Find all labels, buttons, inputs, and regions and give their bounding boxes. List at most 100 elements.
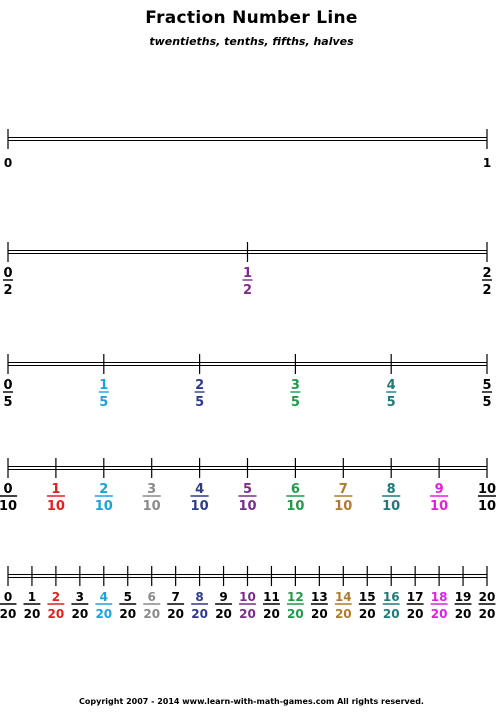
fraction-numerator: 1: [243, 266, 252, 281]
number-line-twentieths: 0201202203204205206207208209201020112012…: [0, 566, 496, 621]
fraction-numerator: 0: [3, 266, 12, 281]
fraction-numerator: 18: [431, 590, 448, 604]
fraction-denominator: 20: [167, 607, 184, 621]
page-subtitle: twentieths, tenths, fifths, halves: [149, 35, 354, 48]
fraction-denominator: 20: [287, 607, 304, 621]
fraction-denominator: 20: [263, 607, 280, 621]
fraction-denominator: 5: [387, 395, 396, 410]
fraction-label: 720: [167, 590, 185, 621]
fraction-numerator: 14: [335, 590, 352, 604]
fraction-denominator: 20: [95, 607, 112, 621]
fraction-numerator: 10: [239, 590, 256, 604]
fraction-label: 710: [334, 482, 353, 514]
whole-number-label: 1: [483, 156, 491, 170]
fraction-numerator: 3: [291, 378, 300, 393]
fraction-numerator: 1: [99, 378, 108, 393]
fraction-numerator: 4: [387, 378, 396, 393]
fraction-denominator: 20: [431, 607, 448, 621]
fraction-numerator: 0: [3, 378, 12, 393]
fraction-numerator: 8: [387, 482, 396, 497]
fraction-label: 05: [2, 378, 14, 410]
fraction-numerator: 4: [100, 590, 108, 604]
fraction-label: 15: [98, 378, 109, 410]
fraction-denominator: 10: [334, 499, 352, 514]
fraction-denominator: 10: [143, 499, 161, 514]
fraction-label: 12: [242, 266, 253, 298]
fraction-denominator: 10: [95, 499, 113, 514]
fraction-numerator: 8: [195, 590, 203, 604]
fraction-denominator: 10: [430, 499, 448, 514]
fraction-denominator: 10: [382, 499, 400, 514]
fraction-denominator: 20: [215, 607, 232, 621]
fraction-numerator: 7: [171, 590, 179, 604]
fraction-numerator: 2: [99, 482, 108, 497]
copyright-footer: Copyright 2007 - 2014 www.learn-with-mat…: [79, 697, 424, 706]
fraction-label: 820: [191, 590, 209, 621]
fraction-numerator: 5: [482, 378, 491, 393]
fraction-numerator: 2: [195, 378, 204, 393]
fraction-denominator: 20: [24, 607, 41, 621]
fraction-label: 620: [143, 590, 161, 621]
fraction-numerator: 1: [51, 482, 60, 497]
fraction-numerator: 10: [478, 482, 496, 497]
fraction-denominator: 10: [478, 499, 496, 514]
fraction-numerator: 5: [243, 482, 252, 497]
fraction-denominator: 20: [239, 607, 256, 621]
fraction-denominator: 20: [359, 607, 376, 621]
whole-number-label: 0: [4, 156, 12, 170]
fraction-label: 910: [430, 482, 449, 514]
fraction-denominator: 10: [0, 499, 17, 514]
fraction-label: 25: [194, 378, 205, 410]
fraction-label: 45: [386, 378, 397, 410]
fraction-label: 210: [94, 482, 113, 514]
fraction-denominator: 5: [291, 395, 300, 410]
fraction-denominator: 20: [407, 607, 424, 621]
fraction-numerator: 16: [383, 590, 400, 604]
fraction-denominator: 20: [311, 607, 328, 621]
fraction-label: 220: [47, 590, 65, 621]
fraction-denominator: 2: [243, 283, 252, 298]
fraction-label: 520: [119, 590, 137, 621]
fraction-denominator: 5: [3, 395, 12, 410]
fraction-numerator: 9: [435, 482, 444, 497]
fraction-denominator: 20: [191, 607, 208, 621]
fraction-numerator: 17: [407, 590, 424, 604]
fraction-label: 610: [286, 482, 305, 514]
fraction-label: 02: [2, 266, 14, 298]
fraction-denominator: 5: [482, 395, 491, 410]
fraction-label: 410: [190, 482, 209, 514]
fraction-numerator: 11: [263, 590, 280, 604]
fraction-denominator: 20: [48, 607, 65, 621]
fraction-denominator: 10: [47, 499, 65, 514]
fraction-denominator: 10: [238, 499, 256, 514]
fraction-numerator: 12: [287, 590, 304, 604]
fraction-label: 35: [290, 378, 301, 410]
fraction-label: 010: [0, 482, 18, 514]
fraction-denominator: 10: [286, 499, 304, 514]
fraction-numerator: 19: [455, 590, 472, 604]
fraction-denominator: 20: [455, 607, 472, 621]
fraction-numerator: 5: [124, 590, 132, 604]
fraction-denominator: 20: [0, 607, 16, 621]
fraction-numerator: 3: [76, 590, 84, 604]
fraction-numerator: 2: [482, 266, 491, 281]
fraction-numerator: 0: [3, 482, 12, 497]
fraction-denominator: 5: [195, 395, 204, 410]
fraction-denominator: 20: [383, 607, 400, 621]
fraction-numerator: 15: [359, 590, 376, 604]
page-title: Fraction Number Line: [145, 8, 358, 28]
